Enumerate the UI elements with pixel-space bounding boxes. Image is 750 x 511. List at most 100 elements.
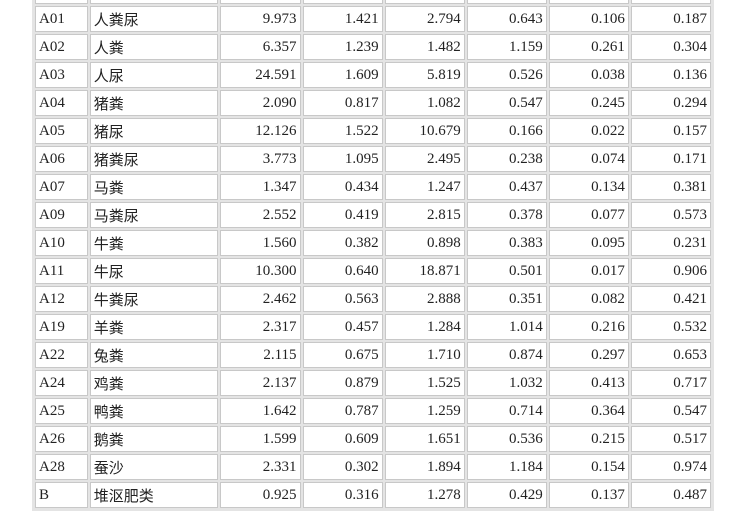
value-cell: 1.482 xyxy=(384,34,465,60)
value-cell: 0.238 xyxy=(466,146,547,172)
value-cell: 0.653 xyxy=(630,342,711,368)
value-cell: 0.082 xyxy=(548,286,629,312)
value-cell: 0.874 xyxy=(466,342,547,368)
name-cell: 人尿 xyxy=(89,62,219,88)
table-row: A05 猪尿 12.126 1.522 10.679 0.166 0.022 0.157 xyxy=(35,118,711,144)
name-cell: 蚕沙 xyxy=(89,454,219,480)
value-cell: 0.487 xyxy=(630,482,711,508)
value-cell: 3.773 xyxy=(220,146,301,172)
value-cell: 1.421 xyxy=(302,6,383,32)
value-cell: 0.137 xyxy=(548,482,629,508)
value-cell xyxy=(466,0,547,4)
code-cell: A12 xyxy=(35,286,88,312)
name-cell: 马粪 xyxy=(89,174,219,200)
value-cell: 0.166 xyxy=(466,118,547,144)
value-cell: 2.794 xyxy=(384,6,465,32)
value-cell: 6.357 xyxy=(220,34,301,60)
name-cell: 猪粪尿 xyxy=(89,146,219,172)
value-cell xyxy=(548,0,629,4)
value-cell: 0.383 xyxy=(466,230,547,256)
table-row: A10 牛粪 1.560 0.382 0.898 0.383 0.095 0.231 xyxy=(35,230,711,256)
value-cell: 0.675 xyxy=(302,342,383,368)
value-cell: 2.137 xyxy=(220,370,301,396)
value-cell: 0.457 xyxy=(302,314,383,340)
code-cell: A09 xyxy=(35,202,88,228)
value-cell: 0.134 xyxy=(548,174,629,200)
value-cell: 0.294 xyxy=(630,90,711,116)
value-cell: 0.364 xyxy=(548,398,629,424)
name-cell: 鹅粪 xyxy=(89,426,219,452)
table-row: A03 人尿 24.591 1.609 5.819 0.526 0.038 0.136 xyxy=(35,62,711,88)
value-cell: 1.159 xyxy=(466,34,547,60)
value-cell: 2.495 xyxy=(384,146,465,172)
data-table: A01 人粪尿 9.973 1.421 2.794 0.643 0.106 0.187 A02 人… xyxy=(33,0,713,510)
value-cell: 1.651 xyxy=(384,426,465,452)
value-cell: 0.434 xyxy=(302,174,383,200)
code-cell: A07 xyxy=(35,174,88,200)
code-cell xyxy=(35,0,88,4)
code-cell: A28 xyxy=(35,454,88,480)
value-cell: 0.573 xyxy=(630,202,711,228)
table-row: A12 牛粪尿 2.462 0.563 2.888 0.351 0.082 0.421 xyxy=(35,286,711,312)
value-cell: 1.894 xyxy=(384,454,465,480)
value-cell: 0.532 xyxy=(630,314,711,340)
value-cell: 24.591 xyxy=(220,62,301,88)
table-row: A25 鸭粪 1.642 0.787 1.259 0.714 0.364 0.547 xyxy=(35,398,711,424)
value-cell: 2.331 xyxy=(220,454,301,480)
value-cell: 12.126 xyxy=(220,118,301,144)
value-cell: 0.413 xyxy=(548,370,629,396)
value-cell: 0.351 xyxy=(466,286,547,312)
code-cell: B xyxy=(35,482,88,508)
code-cell: A02 xyxy=(35,34,88,60)
value-cell: 0.879 xyxy=(302,370,383,396)
value-cell: 0.378 xyxy=(466,202,547,228)
value-cell: 0.974 xyxy=(630,454,711,480)
value-cell: 10.679 xyxy=(384,118,465,144)
table-row: A06 猪粪尿 3.773 1.095 2.495 0.238 0.074 0.171 xyxy=(35,146,711,172)
value-cell: 0.157 xyxy=(630,118,711,144)
code-cell: A22 xyxy=(35,342,88,368)
value-cell: 0.261 xyxy=(548,34,629,60)
value-cell: 0.547 xyxy=(466,90,547,116)
code-cell: A04 xyxy=(35,90,88,116)
name-cell: 牛粪尿 xyxy=(89,286,219,312)
value-cell: 0.898 xyxy=(384,230,465,256)
name-cell: 鸭粪 xyxy=(89,398,219,424)
table-row: A26 鹅粪 1.599 0.609 1.651 0.536 0.215 0.517 xyxy=(35,426,711,452)
value-cell: 1.239 xyxy=(302,34,383,60)
code-cell: A24 xyxy=(35,370,88,396)
value-cell: 1.525 xyxy=(384,370,465,396)
value-cell: 0.563 xyxy=(302,286,383,312)
value-cell: 0.302 xyxy=(302,454,383,480)
value-cell: 0.501 xyxy=(466,258,547,284)
value-cell: 1.609 xyxy=(302,62,383,88)
value-cell: 2.815 xyxy=(384,202,465,228)
value-cell: 0.640 xyxy=(302,258,383,284)
value-cell: 0.717 xyxy=(630,370,711,396)
value-cell: 18.871 xyxy=(384,258,465,284)
value-cell: 0.547 xyxy=(630,398,711,424)
value-cell: 0.187 xyxy=(630,6,711,32)
name-cell: 猪粪 xyxy=(89,90,219,116)
value-cell: 0.077 xyxy=(548,202,629,228)
value-cell: 2.317 xyxy=(220,314,301,340)
value-cell: 0.017 xyxy=(548,258,629,284)
value-cell: 0.517 xyxy=(630,426,711,452)
value-cell xyxy=(630,0,711,4)
value-cell: 1.347 xyxy=(220,174,301,200)
code-cell: A01 xyxy=(35,6,88,32)
value-cell: 0.154 xyxy=(548,454,629,480)
value-cell: 0.787 xyxy=(302,398,383,424)
value-cell: 0.216 xyxy=(548,314,629,340)
value-cell xyxy=(220,0,301,4)
value-cell: 0.536 xyxy=(466,426,547,452)
value-cell: 2.115 xyxy=(220,342,301,368)
value-cell: 5.819 xyxy=(384,62,465,88)
name-cell: 羊粪 xyxy=(89,314,219,340)
value-cell: 0.643 xyxy=(466,6,547,32)
table-row: A04 猪粪 2.090 0.817 1.082 0.547 0.245 0.294 xyxy=(35,90,711,116)
value-cell xyxy=(302,0,383,4)
table-row: A09 马粪尿 2.552 0.419 2.815 0.378 0.077 0.573 xyxy=(35,202,711,228)
value-cell: 0.038 xyxy=(548,62,629,88)
code-cell: A06 xyxy=(35,146,88,172)
